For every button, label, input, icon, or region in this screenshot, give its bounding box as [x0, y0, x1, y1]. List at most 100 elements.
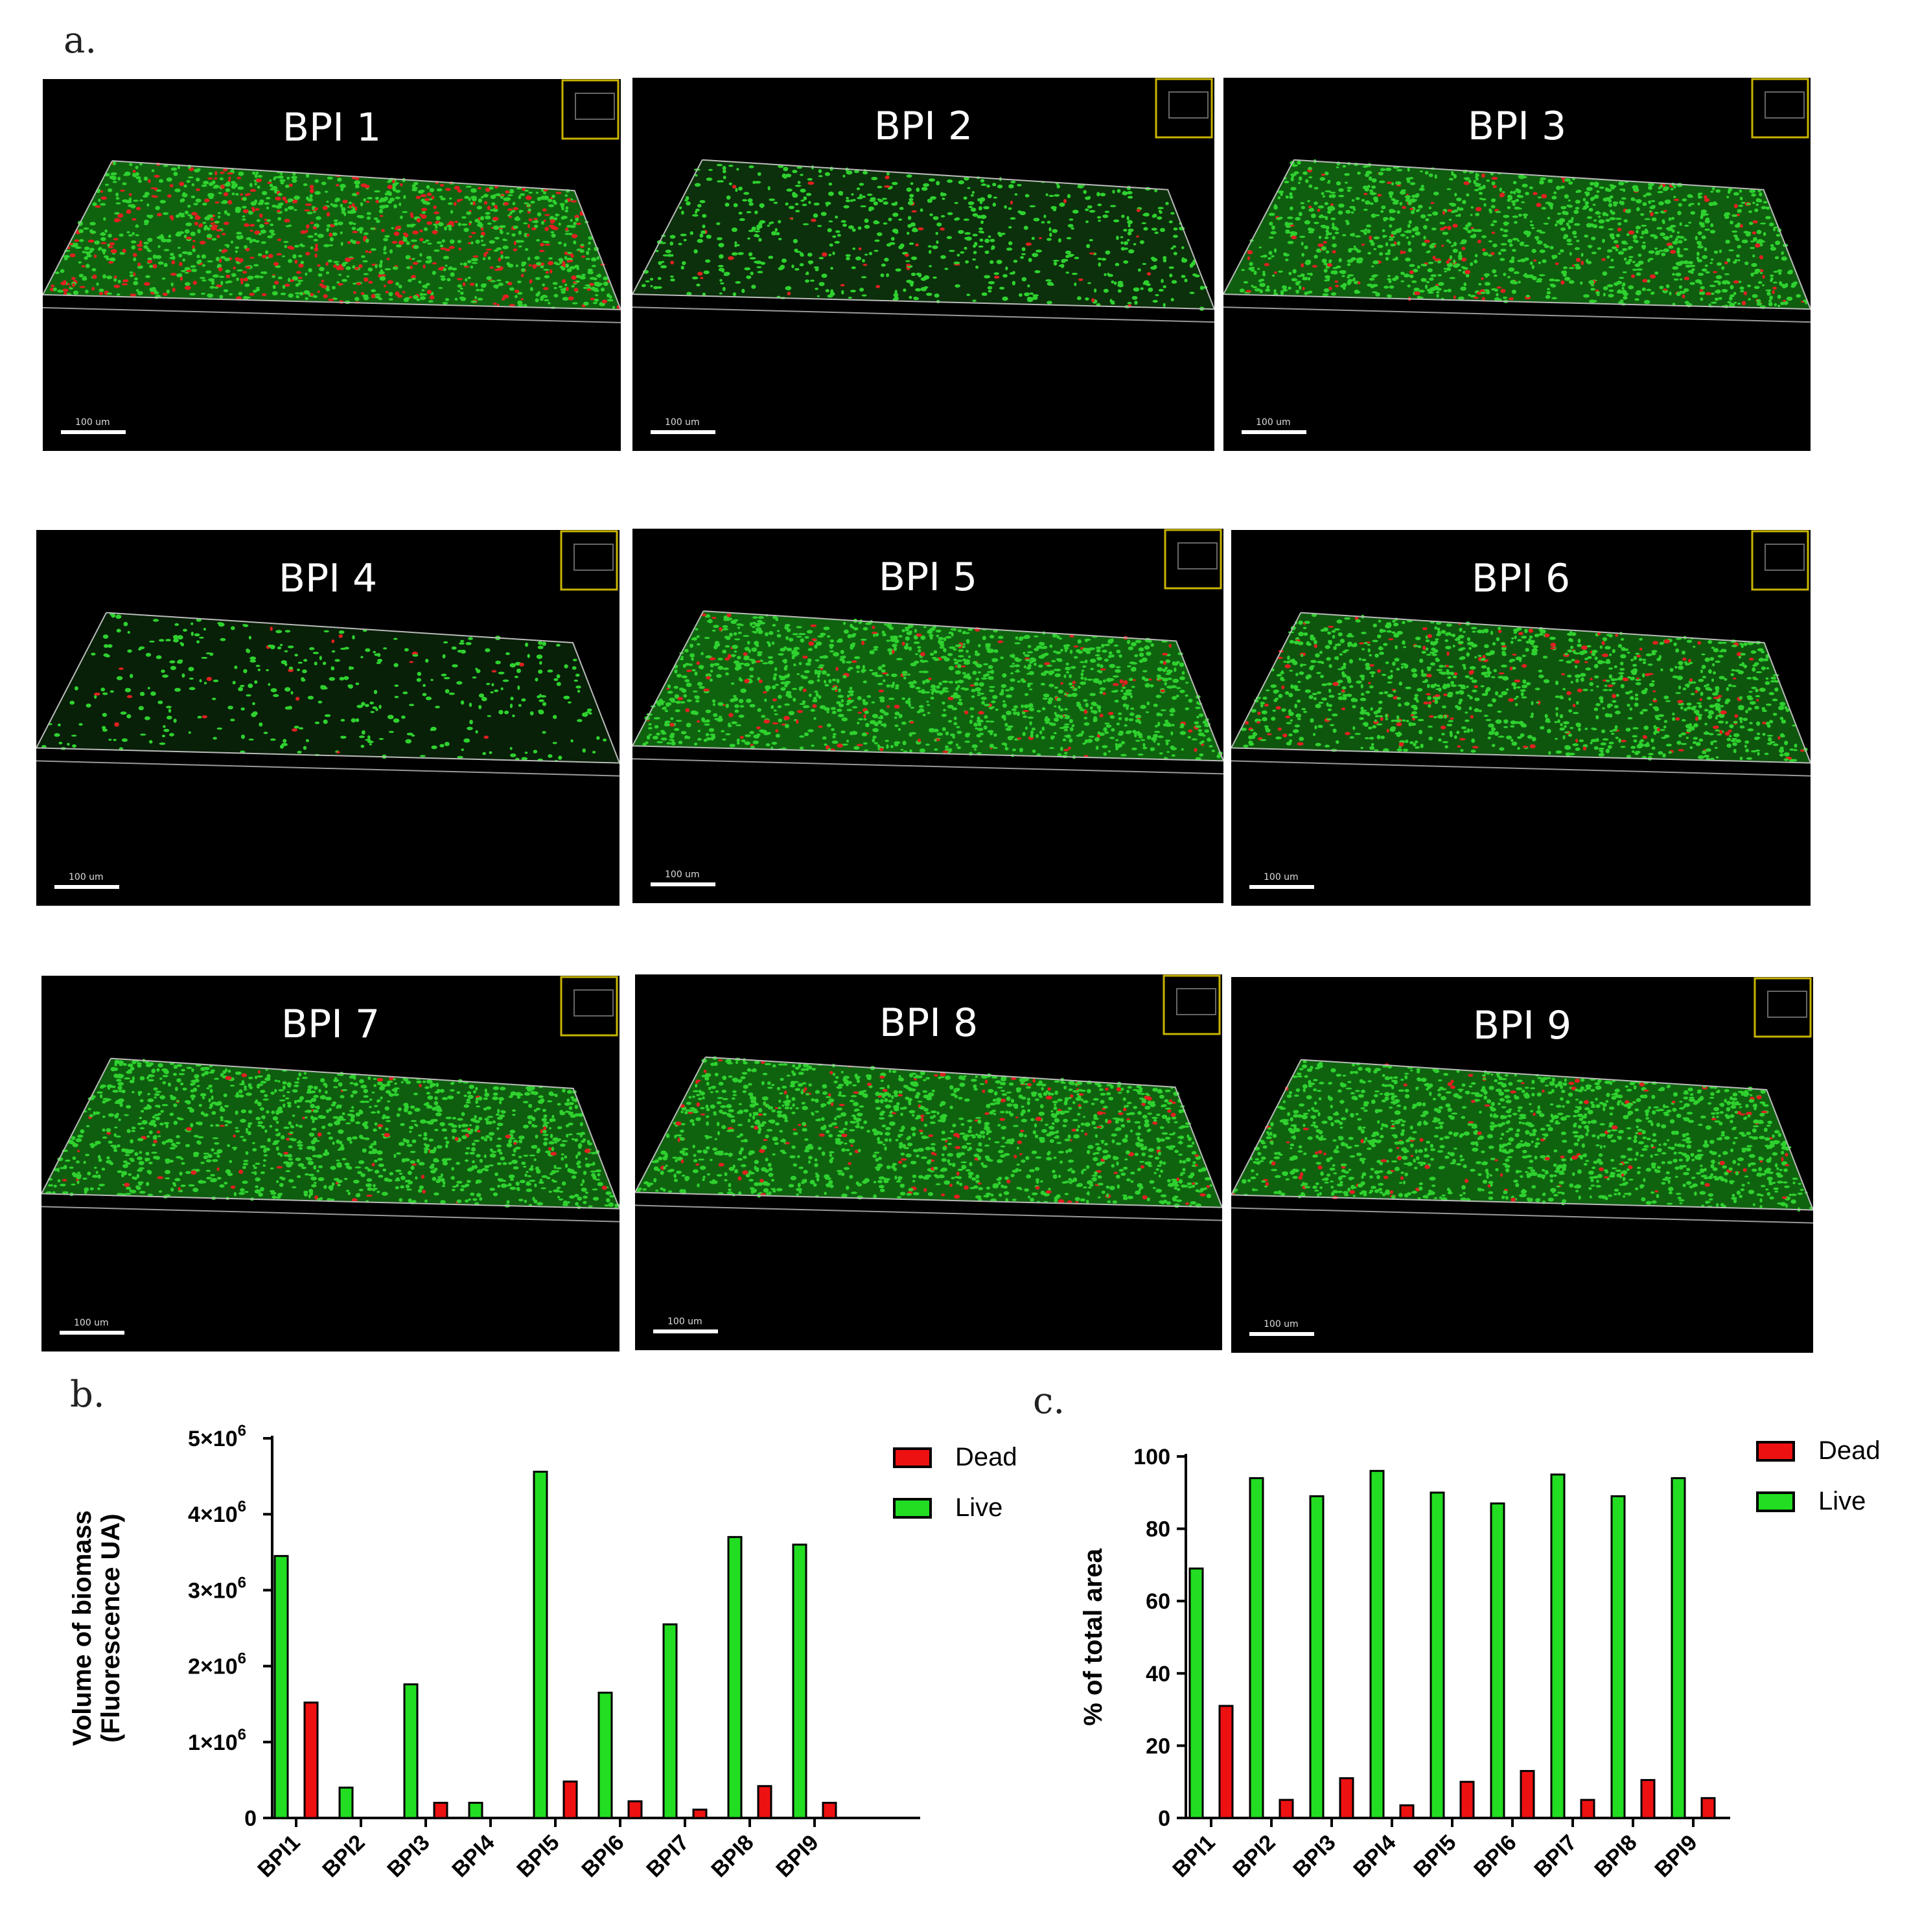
legend-label-live: Live	[1818, 1487, 1866, 1515]
bar-dead	[1520, 1769, 1535, 1819]
y-tick-label: 4×106	[188, 1498, 246, 1527]
y-axis-label: Volume of biomass	[68, 1510, 97, 1746]
bar-dead	[1279, 1799, 1294, 1819]
panel-letter-b: b.	[70, 1374, 105, 1416]
x-tick-label: BPI2	[1228, 1830, 1280, 1882]
y-tick-label: 80	[1146, 1517, 1170, 1542]
biofilm-render	[632, 529, 1223, 886]
bar-live	[403, 1683, 419, 1819]
micrograph-title: BPI 5	[878, 555, 978, 600]
total-area-chart: 0 20 40 60 80 100 % of total area BPI1 BPI2 BPI3 B…	[1079, 1436, 1881, 1882]
bar-live	[1610, 1495, 1626, 1819]
bar-dead	[1580, 1799, 1595, 1819]
micrograph-tile: BPI 5 100 um	[632, 529, 1223, 903]
bar-live	[1430, 1491, 1445, 1819]
bar-dead	[627, 1800, 643, 1819]
biofilm-render	[1223, 78, 1811, 434]
biofilm-render	[1231, 977, 1813, 1336]
bar-live	[597, 1692, 613, 1819]
legend-swatch-dead	[1756, 1441, 1795, 1462]
micrograph-title: BPI 6	[1471, 556, 1571, 601]
scale-bar-label: 100 um	[1256, 417, 1291, 428]
y-tick-label: 0	[244, 1806, 257, 1831]
biofilm-render	[632, 78, 1214, 434]
x-tick-label: BPI3	[1288, 1830, 1340, 1882]
x-tick-label: BPI7	[642, 1830, 693, 1882]
y-tick-label: 0	[1158, 1806, 1170, 1831]
micrograph-title: BPI 9	[1472, 1003, 1572, 1048]
biofilm-render	[43, 79, 621, 434]
micrograph-tile: BPI 1 100 um	[43, 79, 621, 451]
y-axis-label: (Fluorescence UA)	[97, 1513, 125, 1742]
bar-dead	[562, 1780, 578, 1819]
bar-dead	[303, 1701, 319, 1819]
bar-dead	[1218, 1705, 1234, 1819]
panel-letter-a: a.	[64, 19, 97, 62]
x-tick-label: BPI6	[1469, 1830, 1521, 1882]
x-tick-label: BPI1	[253, 1830, 305, 1882]
bar-live	[727, 1535, 743, 1819]
micrograph-title: BPI 8	[879, 1000, 978, 1046]
bar-live	[273, 1555, 289, 1819]
y-tick-label: 60	[1146, 1589, 1170, 1614]
bar-dead	[1339, 1777, 1354, 1819]
bar-live	[468, 1802, 483, 1819]
biofilm-render	[635, 974, 1222, 1333]
y-tick-label: 3×106	[188, 1574, 246, 1603]
x-tick-label: BPI4	[447, 1830, 499, 1882]
bar-live	[533, 1471, 548, 1819]
bar-live	[1249, 1477, 1264, 1819]
x-tick-label: BPI8	[706, 1830, 758, 1882]
scale-bar-label: 100 um	[665, 869, 700, 880]
bar-dead	[822, 1802, 837, 1819]
micrograph-title: BPI 7	[281, 1002, 380, 1047]
x-tick-label: BPI2	[318, 1830, 369, 1882]
x-tick-label: BPI3	[382, 1830, 434, 1882]
scale-bar-label: 100 um	[1264, 1319, 1299, 1329]
bar-live	[1671, 1477, 1686, 1819]
y-tick-label: 40	[1146, 1662, 1170, 1686]
scale-bar-label: 100 um	[665, 417, 700, 428]
legend-label-live: Live	[955, 1493, 1002, 1522]
bar-live	[1490, 1502, 1505, 1819]
bar-live	[1188, 1567, 1204, 1819]
x-tick-label: BPI6	[577, 1830, 629, 1882]
bar-dead	[1459, 1780, 1475, 1819]
y-tick-label: 2×106	[188, 1650, 246, 1679]
micrograph-title: BPI 4	[278, 556, 378, 601]
bar-live	[662, 1623, 678, 1819]
biofilm-render	[36, 530, 619, 889]
scale-bar-label: 100 um	[74, 1318, 109, 1328]
bar-dead	[1640, 1778, 1656, 1819]
micrograph-tile: BPI 7 100 um	[41, 976, 619, 1351]
bar-dead	[1700, 1797, 1716, 1819]
x-tick-label: BPI5	[1409, 1830, 1461, 1882]
y-tick-label: 5×106	[188, 1422, 246, 1451]
scale-bar-label: 100 um	[69, 872, 104, 882]
bar-dead	[1399, 1804, 1415, 1819]
biofilm-render	[41, 976, 619, 1335]
micrograph-title: BPI 2	[874, 104, 973, 149]
micrograph-tile: BPI 2 100 um	[632, 78, 1214, 451]
micrograph-tile: BPI 6 100 um	[1231, 530, 1811, 906]
micrograph-tile: BPI 9 100 um	[1231, 977, 1813, 1353]
legend-label-dead: Dead	[955, 1443, 1017, 1471]
bar-live	[1309, 1495, 1325, 1819]
micrograph-title: BPI 3	[1467, 104, 1567, 149]
bar-live	[792, 1543, 807, 1819]
y-tick-label: 1×106	[188, 1726, 246, 1755]
micrograph-tile: BPI 8 100 um	[635, 974, 1222, 1350]
panel-letter-c: c.	[1033, 1380, 1065, 1422]
bar-dead	[433, 1802, 448, 1819]
biomass-volume-chart: 0 1×106 2×106 3×106 4×106 5×106 Volume of biom…	[68, 1422, 1017, 1882]
scale-bar-label: 100 um	[667, 1317, 702, 1327]
x-tick-label: BPI9	[1650, 1830, 1702, 1882]
bar-dead	[692, 1808, 708, 1819]
legend-swatch-dead	[893, 1447, 932, 1468]
y-axis-label: % of total area	[1079, 1548, 1107, 1726]
y-tick-label: 20	[1146, 1734, 1170, 1758]
y-tick-label: 100	[1133, 1445, 1170, 1469]
x-tick-label: BPI5	[512, 1830, 564, 1882]
micrograph-tile: BPI 3 100 um	[1223, 78, 1811, 451]
x-tick-label: BPI1	[1168, 1830, 1220, 1882]
